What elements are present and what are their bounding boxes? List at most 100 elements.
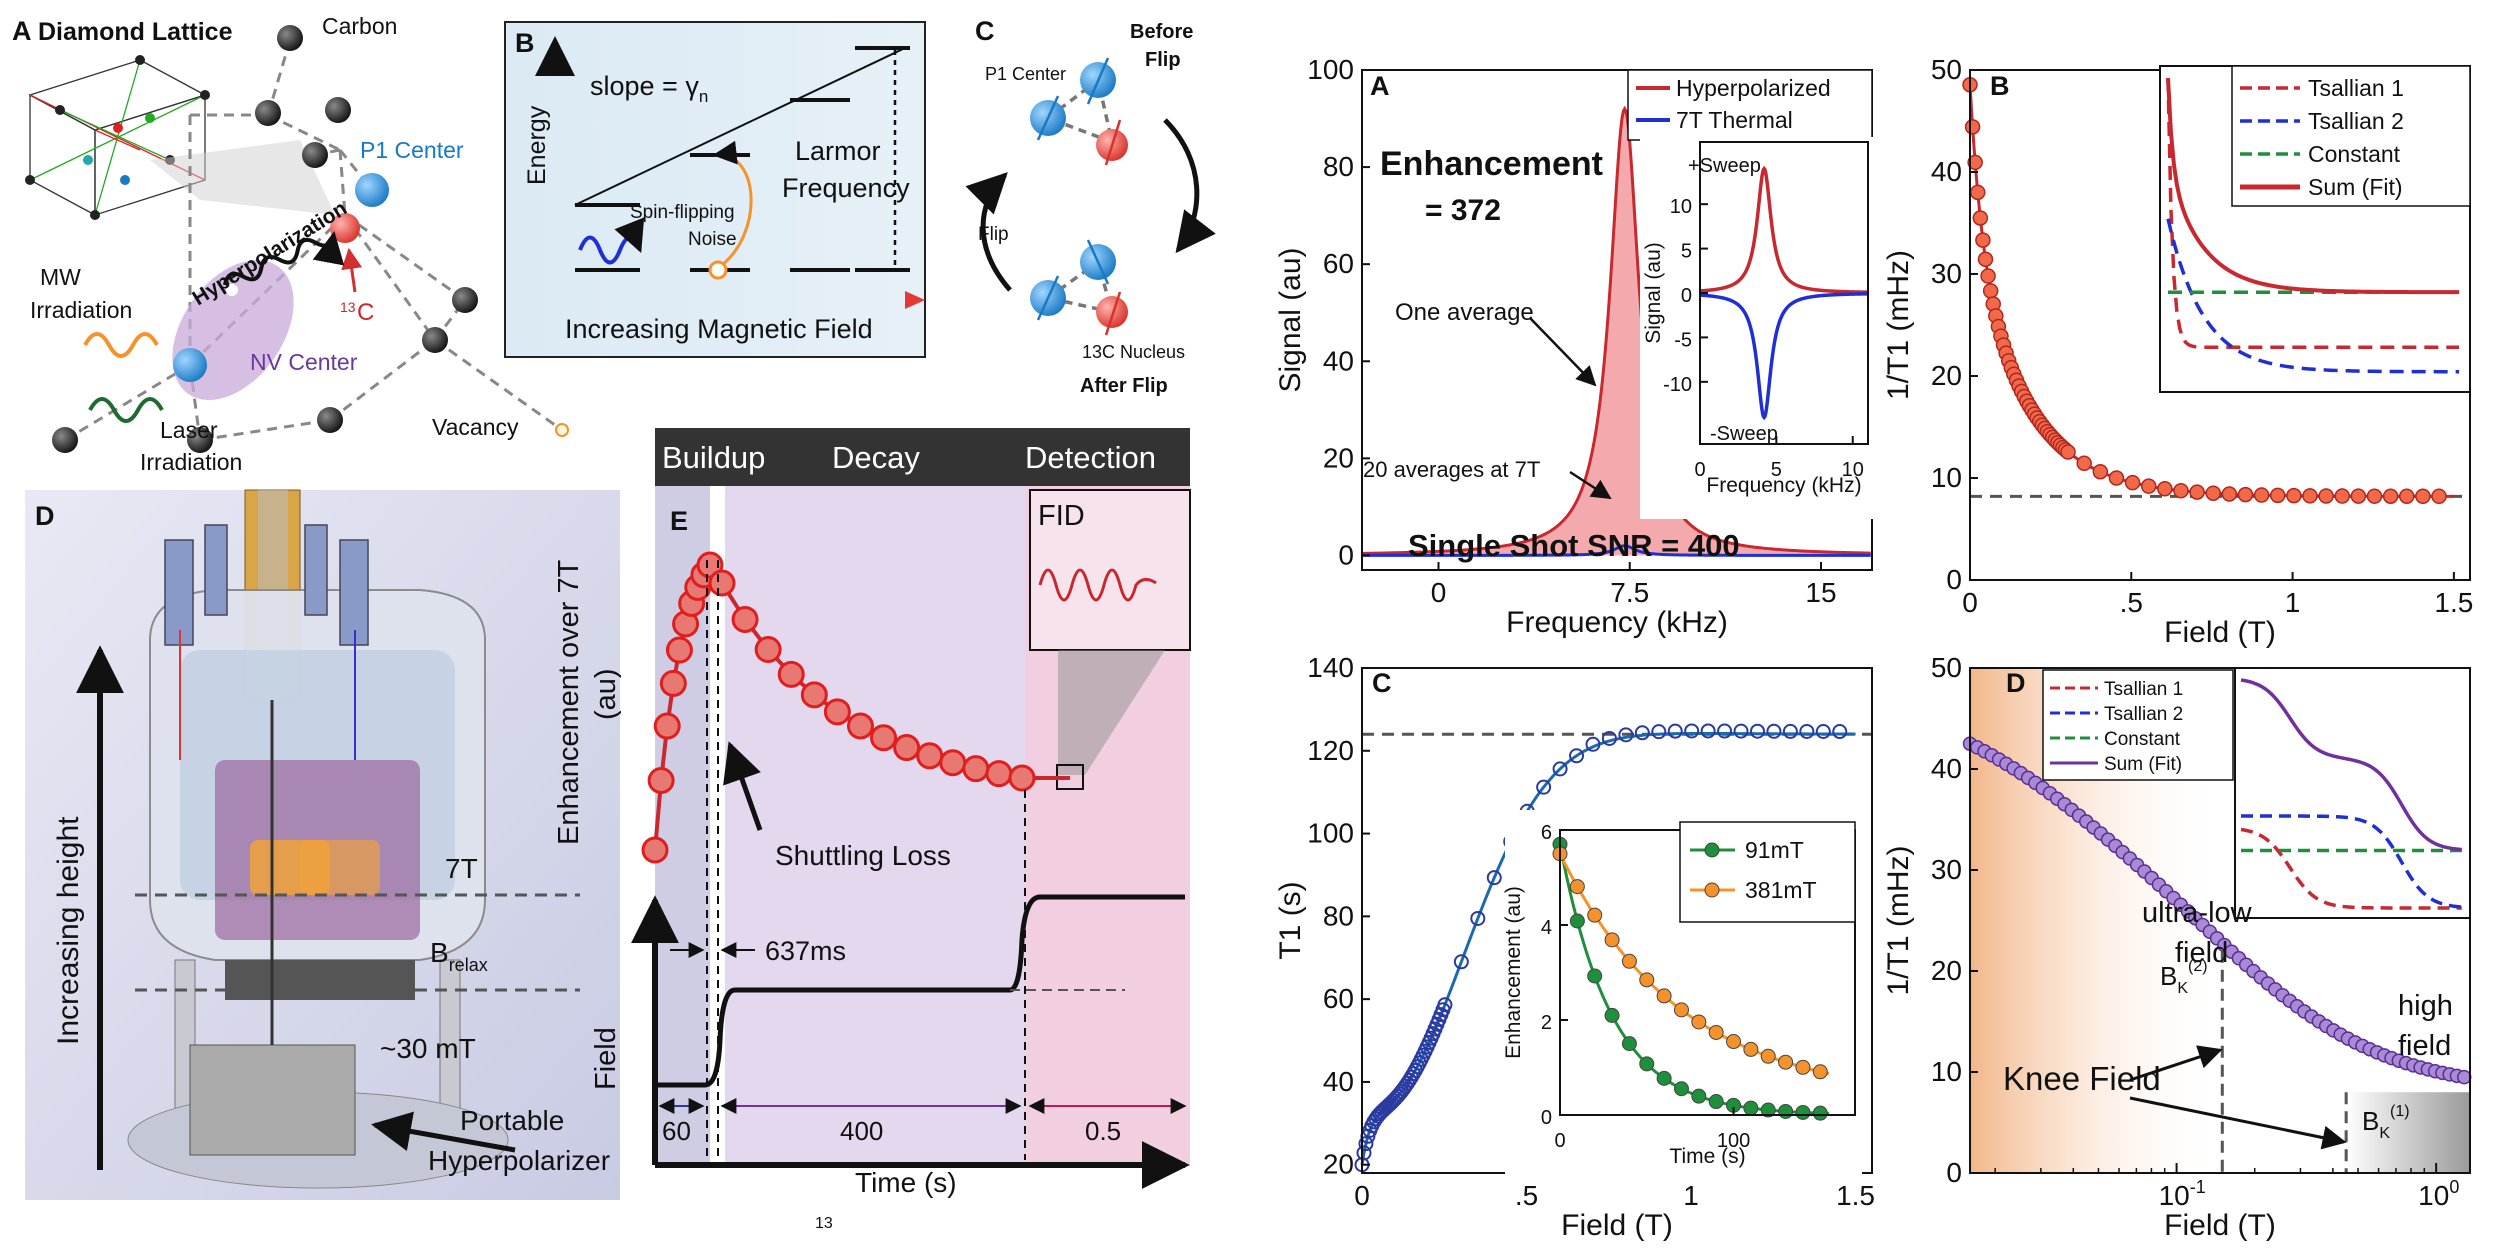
chart-c-ytick-label: 140 <box>1307 652 1354 683</box>
fid-box <box>1029 489 1191 651</box>
chart-a-legend <box>1627 69 1873 141</box>
buildup-label: Buildup <box>662 440 765 475</box>
minus-sweep-label: -Sweep <box>1710 423 1778 445</box>
duration-decay: 400 <box>840 1116 883 1146</box>
chart-a-inset-ytick-label: 5 <box>1681 241 1692 263</box>
chart-c-point <box>1766 723 1782 739</box>
chart-c-inset-ytick-label: 0 <box>1541 1107 1552 1129</box>
chart-b-point <box>1969 184 1986 201</box>
chart-c-inset-point <box>1621 1036 1637 1052</box>
chart-c-point <box>1536 779 1552 795</box>
portable-hyperpolarizer-box <box>189 1044 356 1156</box>
chart-c-inset-point <box>1656 988 1672 1004</box>
chart-d-ytick-label: 20 <box>1931 955 1962 986</box>
legend-label: Hyperpolarized <box>1676 75 1831 101</box>
chart-c-inset-point <box>1673 1081 1689 1097</box>
ultra-low-label: ultra-low <box>2142 897 2253 929</box>
hyperpolarized-area <box>1362 108 1872 556</box>
chart-c-inset-point <box>1604 932 1620 948</box>
chart-b-point <box>2318 488 2334 504</box>
chart-b-point <box>2350 488 2367 504</box>
laser-wave-icon <box>88 397 164 423</box>
chart-b-point <box>2286 487 2302 504</box>
chart-c-inset-point <box>1795 1059 1811 1075</box>
chart-b-point <box>2092 463 2109 480</box>
vacancy-label: Vacancy <box>432 414 519 440</box>
after-flip-label: After Flip <box>1080 375 1168 397</box>
legend-label: Constant <box>2104 729 2181 750</box>
portable-label-2: Hyperpolarizer <box>428 1145 610 1176</box>
legend-label: 7T Thermal <box>1676 107 1793 133</box>
enhancement-label: Enhancement <box>1380 145 1603 183</box>
chart-c-ylabel: T1 (s) <box>1274 881 1307 959</box>
chart-d-ytick-label: 10 <box>1931 1056 1962 1087</box>
enhancement-point <box>777 660 805 688</box>
chart-b-point <box>2237 486 2254 503</box>
chart-c-point <box>1437 997 1453 1013</box>
chart-c-inset-point <box>1569 879 1585 895</box>
c13-sup: 13 <box>340 299 356 315</box>
chart-b-letter: B <box>1990 71 2010 101</box>
chart-c-point <box>1601 730 1617 746</box>
chart-b-ytick-label: 0 <box>1946 564 1962 595</box>
chart-c-point <box>1618 727 1634 743</box>
chart-a-ytick-label: 40 <box>1323 345 1354 376</box>
noise-source-icon <box>708 260 728 280</box>
chart-c-ytick-label: 60 <box>1323 983 1354 1014</box>
chart-c-inset-point <box>1726 1034 1742 1050</box>
inset-bg <box>1640 137 1873 519</box>
chart-c-xtick-label: .5 <box>1515 1180 1538 1211</box>
panel-instrument: D Increasing height 7T Brelax ~30 mT Por… <box>25 489 620 1200</box>
chart-c-point <box>1453 954 1469 970</box>
chart-a-text: A Enhancement = 372 One average 20 avera… <box>1363 71 1778 563</box>
chart-c-point <box>1470 910 1486 926</box>
chart-b-point <box>2302 488 2318 504</box>
chart-b-point <box>2415 488 2431 505</box>
chart-c-inset-point <box>1621 953 1637 969</box>
chart-c-point <box>1651 724 1667 740</box>
shuttling-loss-label: Shuttling Loss <box>775 840 951 871</box>
chart-b-point <box>1972 210 1989 226</box>
chart-b-ytick-label: 30 <box>1931 258 1962 289</box>
chart-a-ytick-label: 20 <box>1323 442 1354 473</box>
chart-b-point <box>2124 474 2141 491</box>
field-axis-label: Increasing Magnetic Field <box>565 314 873 344</box>
chart-b-xtick-label: 1 <box>2285 587 2301 618</box>
larmor-label-2: Frequency <box>782 173 910 203</box>
chart-b-point <box>2108 470 2125 486</box>
chart-a-inset-ytick-label: 10 <box>1670 196 1692 218</box>
chart-c-point <box>1634 725 1650 741</box>
e-ylabel-2: (au) <box>590 668 622 720</box>
high-label: high <box>2398 990 2453 1022</box>
legend-label: Sum (Fit) <box>2308 174 2403 200</box>
chart-c-legend <box>1679 821 1856 923</box>
enhancement-point <box>893 734 921 762</box>
chart-c-inset-point <box>1760 1102 1776 1118</box>
chart-b-point <box>2334 488 2351 504</box>
chart-d-ytick-label: 40 <box>1931 753 1962 784</box>
enhancement-point <box>754 636 782 664</box>
knee-arrow-1 <box>2129 1045 2223 1082</box>
chart-a-ytick-label: 60 <box>1323 248 1354 279</box>
chart-c-inset-point <box>1795 1104 1811 1120</box>
carbon-label: Carbon <box>322 13 397 39</box>
chart-b-xtick-label: 1.5 <box>2434 587 2473 618</box>
panel-timing: Buildup Decay Detection FID Enhancement … <box>553 428 1191 1198</box>
chart-b-legend <box>2231 65 2471 207</box>
fid-label: FID <box>1038 500 1085 532</box>
chart-c-ytick-label: 40 <box>1323 1066 1354 1097</box>
e-field-label: Field <box>590 1027 622 1090</box>
chart-d-letter: D <box>2006 668 2026 698</box>
nv-center-icon <box>173 348 207 382</box>
legend-label: Tsallian 2 <box>2104 704 2183 725</box>
chart-b-point <box>1975 232 1991 248</box>
chart-c-inset-point <box>1778 1054 1794 1070</box>
energy-label: Energy <box>523 105 551 185</box>
fid-wave-icon <box>1038 568 1157 602</box>
chart-b-point <box>2366 488 2383 504</box>
chart-a-xtick-label: 7.5 <box>1610 577 1649 608</box>
chart-d-xtick-label: 100 <box>2418 1177 2459 1211</box>
chart-b: 0 .5 1 1.5 0 10 20 30 40 50 Field (T) 1/T1 (mHz) B Ts… <box>1882 54 2473 649</box>
enhancement-point <box>916 742 944 770</box>
chart-c-point <box>1552 761 1568 777</box>
